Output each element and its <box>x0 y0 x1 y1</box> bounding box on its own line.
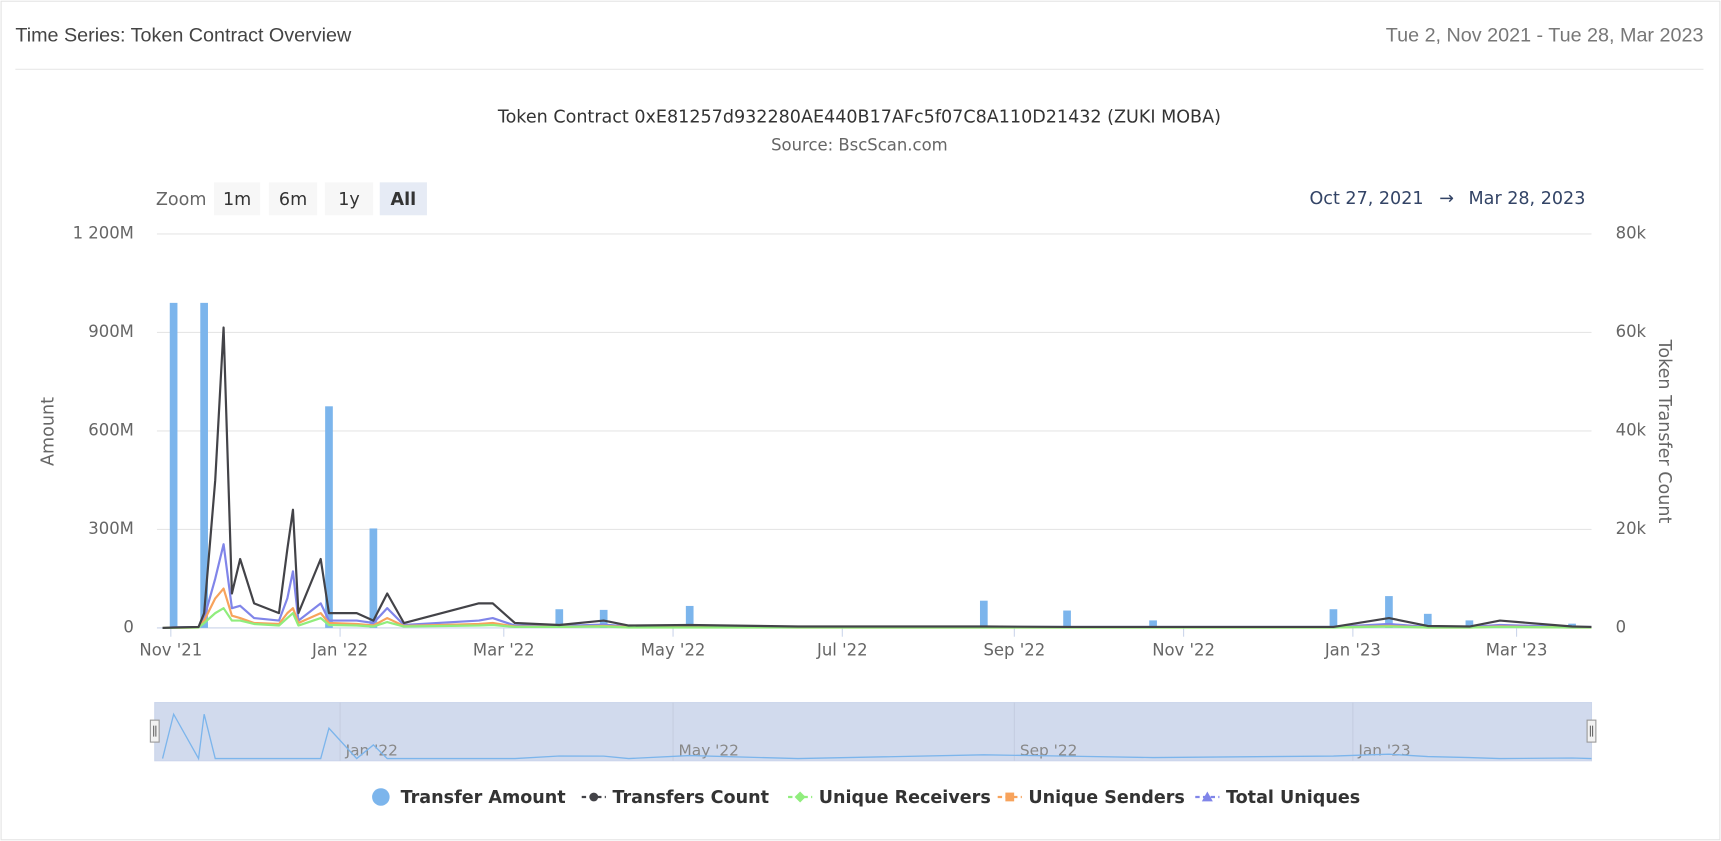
zoom-button-label[interactable]: All <box>391 190 417 210</box>
bar <box>1063 610 1071 628</box>
zoom-button[interactable] <box>379 182 427 216</box>
zoom-button[interactable] <box>214 182 261 216</box>
bar <box>555 609 564 628</box>
legend-symbol <box>794 791 806 803</box>
x-tick-label: Jan '23 <box>1324 640 1381 659</box>
bar <box>1465 620 1474 628</box>
x-tick-label: Sep '22 <box>983 640 1045 659</box>
header-date-range: Tue 2, Nov 2021 - Tue 28, Mar 2023 <box>1386 25 1704 47</box>
bar <box>979 600 988 628</box>
zoom-button-label[interactable]: 1m <box>223 190 251 210</box>
y2-tick-label: 40k <box>1616 420 1647 439</box>
y-tick-label: 900M <box>88 322 134 341</box>
x-tick-label: Jul '22 <box>816 640 868 659</box>
bar <box>169 302 178 628</box>
y2-tick-label: 80k <box>1616 223 1647 242</box>
x-tick-label: May '22 <box>641 640 706 659</box>
x-tick-label: Nov '22 <box>1152 640 1215 659</box>
zoom-button[interactable] <box>324 182 374 216</box>
legend-symbol <box>1201 791 1213 802</box>
bar <box>1423 613 1432 628</box>
x-tick-label: Mar '22 <box>473 640 535 659</box>
navigator-bg[interactable] <box>154 702 1593 762</box>
zoom-label: Zoom <box>156 190 207 210</box>
range-arrow: → <box>1439 189 1454 209</box>
bar <box>369 528 378 628</box>
bar <box>1149 620 1157 628</box>
range-to[interactable]: Mar 28, 2023 <box>1469 189 1586 209</box>
bar <box>685 605 694 628</box>
navigator-tick-label: Sep '22 <box>1020 741 1078 759</box>
chart-subtitle: Source: BscScan.com <box>771 136 948 155</box>
legend-symbol <box>1005 792 1015 802</box>
legend-label[interactable]: Total Uniques <box>1226 788 1360 808</box>
y-tick-label: 1 200M <box>73 223 134 242</box>
navigator-tick-label: Jan '23 <box>1357 741 1410 759</box>
y-tick-label: 600M <box>88 420 134 439</box>
legend-label[interactable]: Unique Receivers <box>819 788 991 808</box>
bar <box>1329 609 1338 628</box>
y2-tick-label: 0 <box>1616 617 1626 636</box>
header-title: Time Series: Token Contract Overview <box>15 25 352 47</box>
x-tick-label: Mar '23 <box>1486 640 1548 659</box>
x-tick-label: Jan '22 <box>311 640 368 659</box>
navigator-series <box>161 712 1592 761</box>
zoom-button-label[interactable]: 1y <box>338 190 360 210</box>
bar <box>1385 596 1393 628</box>
y-tick-label: 0 <box>123 617 133 636</box>
navigator-tick-label: May '22 <box>679 741 739 759</box>
navigator-handle[interactable] <box>1586 719 1597 743</box>
legend-label[interactable]: Transfers Count <box>612 788 769 808</box>
y2-tick-label: 20k <box>1616 519 1647 538</box>
x-tick-label: Nov '21 <box>139 640 202 659</box>
y-tick-label: 300M <box>88 519 134 538</box>
legend-label[interactable]: Transfer Amount <box>401 788 566 808</box>
zoom-button[interactable] <box>268 182 318 216</box>
y2-tick-label: 60k <box>1616 322 1647 341</box>
zoom-button-label[interactable]: 6m <box>279 190 307 210</box>
chart-title: Token Contract 0xE81257d932280AE440B17AF… <box>497 108 1221 128</box>
legend-label[interactable]: Unique Senders <box>1028 788 1184 808</box>
legend-symbol <box>589 792 599 802</box>
navigator-handle[interactable] <box>149 719 160 743</box>
bar <box>599 609 608 628</box>
range-from[interactable]: Oct 27, 2021 <box>1309 189 1423 209</box>
y2-axis-title: Token Transfer Count <box>1654 339 1674 524</box>
series-line <box>162 326 1592 630</box>
bar <box>200 302 208 628</box>
navigator-tick-label: Jan '22 <box>345 741 398 759</box>
y-axis-title: Amount <box>38 397 58 466</box>
legend-symbol <box>372 788 390 806</box>
bar <box>325 406 333 628</box>
